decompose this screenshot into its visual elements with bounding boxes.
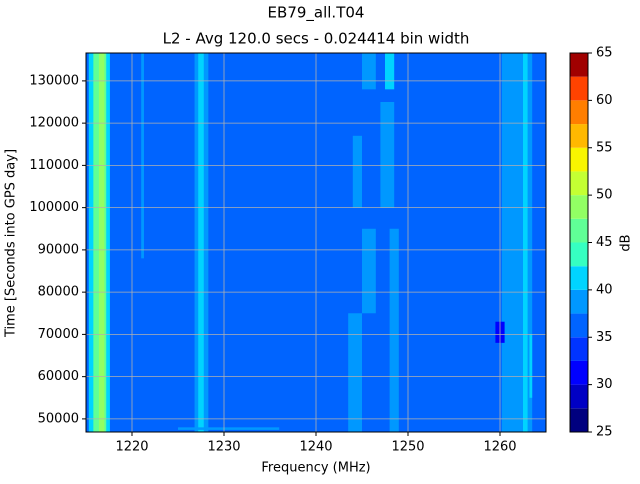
y-tick-label: 90000 (38, 242, 79, 257)
heatmap-cell (389, 228, 399, 432)
colorbar-segment (570, 360, 588, 385)
colorbar-segment (570, 242, 588, 267)
heatmap-cell (385, 53, 395, 90)
colorbar-tick-label: 60 (596, 93, 613, 108)
x-tick-label: 1220 (115, 440, 148, 455)
colorbar-tick-label: 35 (596, 330, 613, 345)
x-tick-label: 1230 (207, 440, 240, 455)
heatmap-cell (523, 53, 528, 432)
colorbar-segment (570, 100, 588, 125)
plot-frame (85, 52, 547, 433)
heatmap-cell (380, 102, 395, 208)
colorbar-segment (570, 218, 588, 243)
x-axis-label: Frequency (MHz) (261, 461, 370, 476)
colorbar-label: dB (619, 234, 634, 251)
heatmap-cell (98, 53, 105, 432)
heatmap-cell (352, 135, 362, 208)
colorbar-segment (570, 384, 588, 409)
colorbar-segment (570, 313, 588, 338)
x-tick-label: 1240 (299, 440, 332, 455)
heatmap-cell (178, 427, 280, 430)
colorbar-segment (570, 266, 588, 290)
x-tick-label: 1260 (483, 440, 516, 455)
y-tick-label: 120000 (29, 116, 79, 131)
colorbar-segment (570, 124, 588, 148)
heatmap-cell (141, 53, 144, 259)
chart-title: EB79_all.T04 (268, 4, 365, 23)
chart-subtitle: L2 - Avg 120.0 secs - 0.024414 bin width (163, 30, 470, 48)
colorbar-segment (570, 337, 588, 361)
y-tick-label: 80000 (38, 285, 79, 300)
colorbar-segment (570, 289, 588, 314)
colorbar-tick-label: 30 (596, 377, 613, 392)
colorbar-segment (570, 76, 588, 101)
x-tick-label: 1250 (391, 440, 424, 455)
heatmap-cell (198, 53, 204, 432)
colorbar-segment (570, 195, 588, 219)
y-tick-label: 50000 (38, 411, 79, 426)
colorbar-tick-label: 55 (596, 140, 613, 155)
colorbar-tick-label: 25 (596, 425, 613, 440)
y-tick-label: 60000 (38, 369, 79, 384)
colorbar-segment (570, 171, 588, 196)
heatmap-cell (348, 313, 362, 432)
y-tick-label: 130000 (29, 73, 79, 88)
y-tick-label: 70000 (38, 327, 79, 342)
heatmap-cell (362, 53, 376, 90)
y-tick-label: 110000 (29, 158, 79, 173)
colorbar-tick-label: 45 (596, 235, 613, 250)
colorbar-tick-label: 50 (596, 188, 613, 203)
y-axis-label: Time [Seconds into GPS day] (4, 149, 19, 338)
heatmap-cell (529, 334, 533, 398)
colorbar-tick-label: 40 (596, 282, 613, 297)
heatmap-cell (501, 53, 533, 432)
colorbar-segment (570, 53, 588, 77)
colorbar-segment (570, 408, 588, 432)
colorbar-tick-label: 65 (596, 46, 613, 61)
heatmap-cell (362, 228, 376, 314)
colorbar-segment (570, 147, 588, 172)
y-tick-label: 100000 (29, 200, 79, 215)
